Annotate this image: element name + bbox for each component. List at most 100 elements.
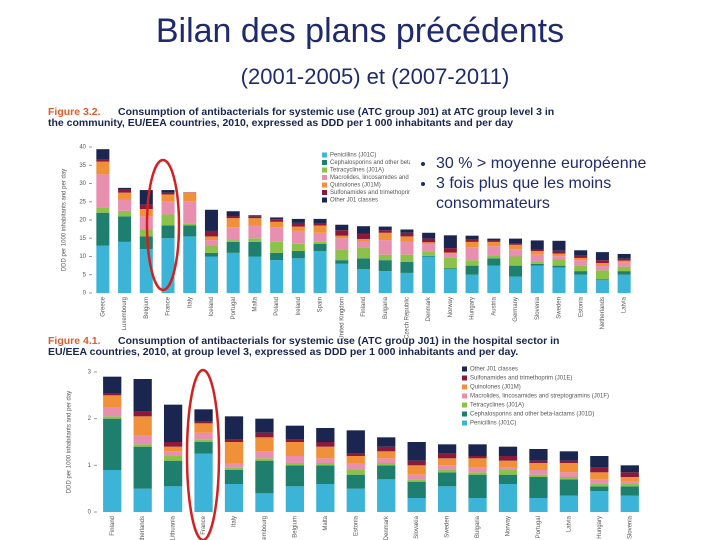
bar-segment: [422, 242, 436, 245]
x-tick-label: Bulgaria: [383, 296, 389, 319]
x-tick-label: Netherlands: [140, 516, 146, 540]
x-tick-label: Hungary: [470, 297, 476, 320]
bar-segment: [356, 258, 371, 270]
bar-segment: [346, 453, 365, 456]
bar-segment: [377, 446, 396, 452]
bar-segment: [422, 244, 436, 252]
x-tick-label: Norway: [506, 516, 512, 536]
x-tick-label: Bulgaria: [475, 515, 481, 538]
bar-segment: [356, 269, 371, 293]
bar-segment: [270, 227, 284, 242]
x-tick-label: Slovakia: [414, 515, 420, 538]
bar-segment: [422, 255, 436, 257]
bar-segment: [617, 253, 631, 259]
bar-segment: [509, 244, 523, 250]
y-tick-label: 0: [88, 510, 92, 516]
figure-label: Figure 3.2.: [48, 106, 101, 118]
bullet-list: 30 % > moyenne européenne 3 fois plus qu…: [410, 154, 692, 214]
bar-segment: [437, 458, 457, 466]
bar-segment: [437, 465, 457, 470]
bar-segment: [270, 241, 284, 253]
bar-segment: [226, 218, 240, 228]
bar-segment: [313, 251, 327, 293]
bar-segment: [443, 248, 457, 253]
x-tick-label: Malta: [323, 515, 329, 530]
bar-segment: [248, 238, 262, 242]
bar-segment: [139, 236, 153, 250]
bar-segment: [103, 416, 122, 419]
x-tick-label: Portugal: [536, 516, 542, 538]
bar-segment: [285, 442, 305, 456]
bar-segment: [574, 271, 588, 275]
legend-label: Cephalosporins and other beta-lactams (J…: [470, 412, 594, 418]
bar-segment: [437, 472, 457, 487]
bar-segment: [224, 467, 244, 470]
bar-segment: [118, 199, 132, 211]
bar-segment: [498, 460, 518, 468]
bar-segment: [468, 472, 487, 475]
bar-segment: [133, 444, 152, 447]
bar-segment: [422, 232, 436, 239]
bar-segment: [530, 263, 544, 266]
bar-segment: [529, 474, 548, 477]
bar-segment: [498, 474, 518, 484]
x-tick-label: Latvia: [566, 515, 572, 532]
bar-segment: [335, 230, 349, 236]
bar-segment: [574, 265, 588, 272]
bar-segment: [509, 265, 523, 277]
bar-segment: [437, 486, 457, 512]
y-tick-label: 2: [88, 416, 92, 422]
legend-label: Penicillins (J01C): [330, 153, 376, 159]
bar-segment: [595, 260, 609, 264]
bar-segment: [183, 192, 197, 202]
bar-segment: [377, 479, 396, 512]
bar-segment: [378, 260, 392, 272]
y-tick-label: 0: [83, 291, 87, 297]
bar-segment: [552, 265, 566, 268]
x-tick-label: Italy: [187, 297, 193, 308]
figure-caption: EU/EEA countries, 2010, at group level 3…: [48, 346, 518, 358]
bar-segment: [498, 456, 518, 461]
legend-swatch: [462, 384, 467, 390]
bar-segment: [194, 423, 213, 433]
bar-segment: [377, 451, 396, 459]
x-tick-label: Finland: [361, 297, 367, 317]
bar-segment: [270, 252, 284, 261]
bar-segment: [224, 416, 244, 440]
bar-segment: [487, 240, 501, 242]
bar-segment: [204, 236, 218, 241]
bar-segment: [530, 249, 544, 252]
y-tick-label: 25: [79, 199, 86, 205]
bar-segment: [559, 479, 579, 496]
bar-segment: [465, 260, 479, 266]
bar-segment: [529, 470, 548, 475]
bar-segment: [590, 467, 609, 473]
bar-segment: [487, 246, 501, 256]
bar-segment: [559, 451, 579, 461]
slide-subtitle: (2001-2005) et (2007-2011): [240, 64, 510, 89]
bar-segment: [407, 474, 426, 480]
slide-title: Bilan des plans précédents: [155, 12, 565, 50]
bar-segment: [377, 437, 396, 447]
bar-segment: [183, 223, 197, 226]
bar-segment: [96, 161, 110, 175]
bar-segment: [400, 241, 414, 255]
bullet-box: 30 % > moyenne européenne 3 fois plus qu…: [410, 150, 692, 224]
bar-segment: [620, 472, 639, 477]
bar-segment: [400, 261, 414, 273]
bar-segment: [163, 404, 183, 442]
bar-segment: [620, 477, 639, 482]
bar-segment: [617, 271, 631, 275]
x-tick-label: Slovenia: [535, 296, 541, 320]
bar-segment: [595, 265, 609, 271]
bar-segment: [118, 216, 132, 242]
bar-segment: [313, 218, 327, 224]
bar-segment: [590, 472, 609, 480]
bar-segment: [163, 442, 183, 447]
bar-segment: [509, 242, 523, 245]
bar-segment: [530, 240, 544, 250]
bar-segment: [595, 270, 609, 280]
bar-segment: [346, 470, 365, 475]
bar-segment: [378, 230, 392, 233]
bar-segment: [335, 238, 349, 250]
